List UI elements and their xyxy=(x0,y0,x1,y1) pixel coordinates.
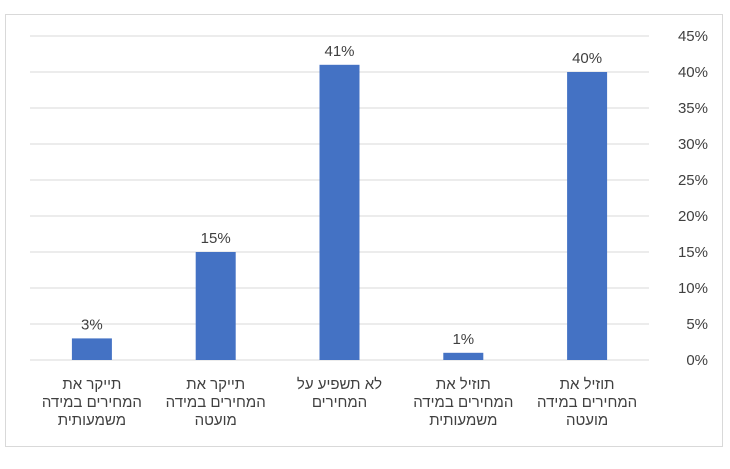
y-axis-ticks: 0% 5% 10% 15% 20% 25% 30% 35% 40% 45% xyxy=(678,28,708,369)
category-label-line: משמעותית xyxy=(429,412,497,429)
category-label-line: המחירים xyxy=(312,394,367,411)
y-tick-label: 25% xyxy=(678,172,708,189)
category-label-line: המחירים במידה xyxy=(166,394,266,411)
category-label-line: משמעותית xyxy=(58,412,126,429)
y-tick-label: 45% xyxy=(678,28,708,45)
bar xyxy=(443,352,484,360)
data-label: 41% xyxy=(324,43,354,60)
category-label: תוזיל את המחירים במידה משמעותית xyxy=(413,376,513,429)
bars xyxy=(71,64,608,361)
y-tick-label: 35% xyxy=(678,100,708,117)
category-label-line: תוזיל את xyxy=(436,376,491,393)
category-label-line: המחירים במידה xyxy=(413,394,513,411)
y-tick-label: 15% xyxy=(678,244,708,261)
y-tick-label: 40% xyxy=(678,64,708,81)
category-label: תייקר את המחירים במידה מועטה xyxy=(166,376,266,429)
y-tick-label: 5% xyxy=(686,316,708,333)
data-labels: 40% 1% 41% 15% 3% xyxy=(81,43,602,348)
bar xyxy=(195,252,236,360)
category-label-line: מועטה xyxy=(195,412,237,429)
category-label-line: תוזיל את xyxy=(560,376,615,393)
category-label-line: תייקר את xyxy=(186,376,245,393)
category-label-line: מועטה xyxy=(566,412,608,429)
data-label: 15% xyxy=(201,230,231,247)
category-label-line: לא תשפיע על xyxy=(297,376,382,393)
category-label: תייקר את המחירים במידה משמעותית xyxy=(42,376,142,429)
bar-chart: 40%1%41%15%3% 0%5%10%15%20%25%30%35%40%4… xyxy=(30,28,708,429)
data-label: 1% xyxy=(452,331,474,348)
category-label-line: תייקר את xyxy=(62,376,121,393)
category-label-line: המחירים במידה xyxy=(42,394,142,411)
data-label: 3% xyxy=(81,316,103,333)
bar xyxy=(567,72,608,360)
y-tick-label: 0% xyxy=(686,352,708,369)
data-label: 40% xyxy=(572,50,602,67)
y-tick-label: 10% xyxy=(678,280,708,297)
bar xyxy=(71,338,112,360)
category-label: לא תשפיע על המחירים xyxy=(297,376,382,411)
bar xyxy=(319,64,360,361)
category-label: תוזיל את המחירים במידה מועטה xyxy=(537,376,637,429)
category-label-line: המחירים במידה xyxy=(537,394,637,411)
y-tick-label: 20% xyxy=(678,208,708,225)
y-tick-label: 30% xyxy=(678,136,708,153)
chart-frame: 40% 1% 41% 15% 3% 0% 5% 10% 15% 20% 25% 30% 35% 40% 4… xyxy=(5,14,723,447)
